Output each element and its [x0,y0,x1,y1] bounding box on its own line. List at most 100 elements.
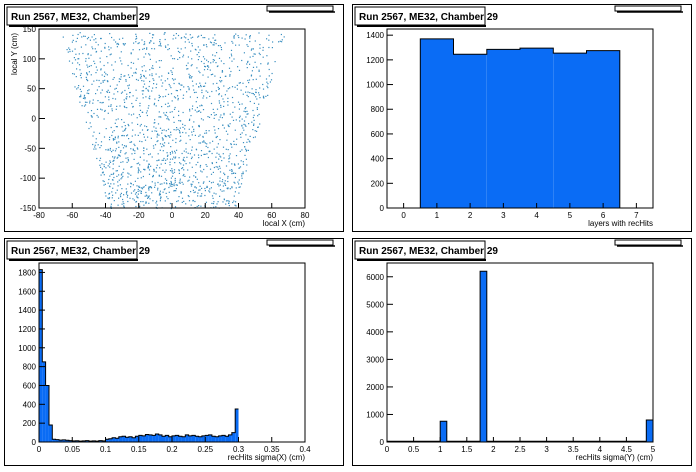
scatter-point [129,197,131,199]
scatter-point [179,127,181,129]
scatter-point [102,180,104,182]
scatter-point [191,76,193,78]
scatter-point [103,164,105,166]
scatter-point [100,174,102,176]
scatter-point [118,154,120,157]
scatter-point [199,72,201,74]
scatter-point [190,115,192,117]
scatter-point [218,57,221,59]
scatter-point [198,142,200,144]
scatter-point [178,157,180,159]
scatter-point [183,156,185,159]
scatter-point [198,124,200,127]
scatter-point [88,127,90,130]
scatter-point [262,83,264,86]
scatter-point [158,97,160,99]
scatter-point [153,42,155,44]
scatter-point [124,101,126,103]
scatter-point [173,96,176,98]
scatter-point [266,38,268,40]
scatter-point [148,154,150,156]
panel-sigma-x: 0 0.05 0.1 0.15 0.2 0.25 0.3 0.35 0.4 0 200 400 600 8… [4,238,344,466]
scatter-point [198,51,200,54]
scatter-point [139,132,141,134]
scatter-point [168,135,170,137]
scatter-point [108,91,111,93]
histogram-bar [128,436,133,442]
scatter-point [146,110,148,112]
scatter-point [100,141,103,143]
scatter-point [238,183,240,185]
histogram-bar [225,436,229,442]
scatter-point [196,54,198,56]
scatter-point [166,158,168,160]
scatter-point [84,104,87,106]
scatter-point [188,87,190,89]
scatter-point [126,196,128,198]
scatter-point [242,161,244,163]
scatter-point [186,68,188,70]
scatter-point [168,186,170,189]
scatter-point [104,192,106,194]
scatter-point [231,186,233,188]
scatter-point [170,177,172,179]
scatter-point [182,56,184,58]
y-tick-label: 200 [23,419,37,428]
scatter-point [205,130,207,132]
scatter-point [167,106,169,108]
x-tick-label: 0.15 [131,445,147,454]
scatter-point [76,88,78,90]
scatter-point [99,164,101,166]
scatter-point [226,187,228,189]
scatter-point [189,96,191,98]
scatter-point [179,182,181,184]
scatter-point [164,142,166,144]
scatter-point [182,126,184,128]
scatter-point [120,73,122,76]
scatter-point [231,170,233,172]
scatter-point [188,179,190,181]
scatter-point [125,79,127,81]
scatter-point [137,197,139,199]
scatter-point [251,48,253,50]
scatter-point [184,128,186,130]
scatter-point [247,79,249,82]
scatter-point [209,95,211,97]
scatter-point [145,77,147,79]
scatter-point [224,180,226,182]
scatter-point [141,111,143,113]
scatter-point [202,109,205,111]
scatter-point [125,157,127,159]
scatter-point [136,97,138,99]
scatter-point [106,91,109,93]
scatter-point [97,44,99,46]
scatter-point [232,42,234,44]
scatter-point [211,162,213,165]
scatter-point [128,87,130,89]
scatter-point [259,47,261,49]
scatter-point [238,82,240,84]
scatter-point [169,164,171,166]
scatter-point [96,114,98,117]
scatter-point [219,116,221,118]
scatter-point [153,102,156,104]
scatter-point [156,200,158,202]
scatter-point [148,163,150,165]
scatter-point [163,157,165,160]
histogram-bar [553,53,587,208]
scatter-point [127,194,129,196]
scatter-point [156,160,158,162]
scatter-point [191,134,193,136]
scatter-point [86,74,89,76]
scatter-point [111,64,113,66]
scatter-point [104,109,106,112]
scatter-point [155,87,157,89]
scatter-point [227,133,229,135]
plot-frame [38,28,306,209]
histogram-bar [185,434,189,442]
scatter-point [151,181,153,183]
scatter-point [207,116,209,118]
histogram-bar [165,435,169,442]
scatter-point [126,93,128,95]
scatter-point [227,177,229,179]
